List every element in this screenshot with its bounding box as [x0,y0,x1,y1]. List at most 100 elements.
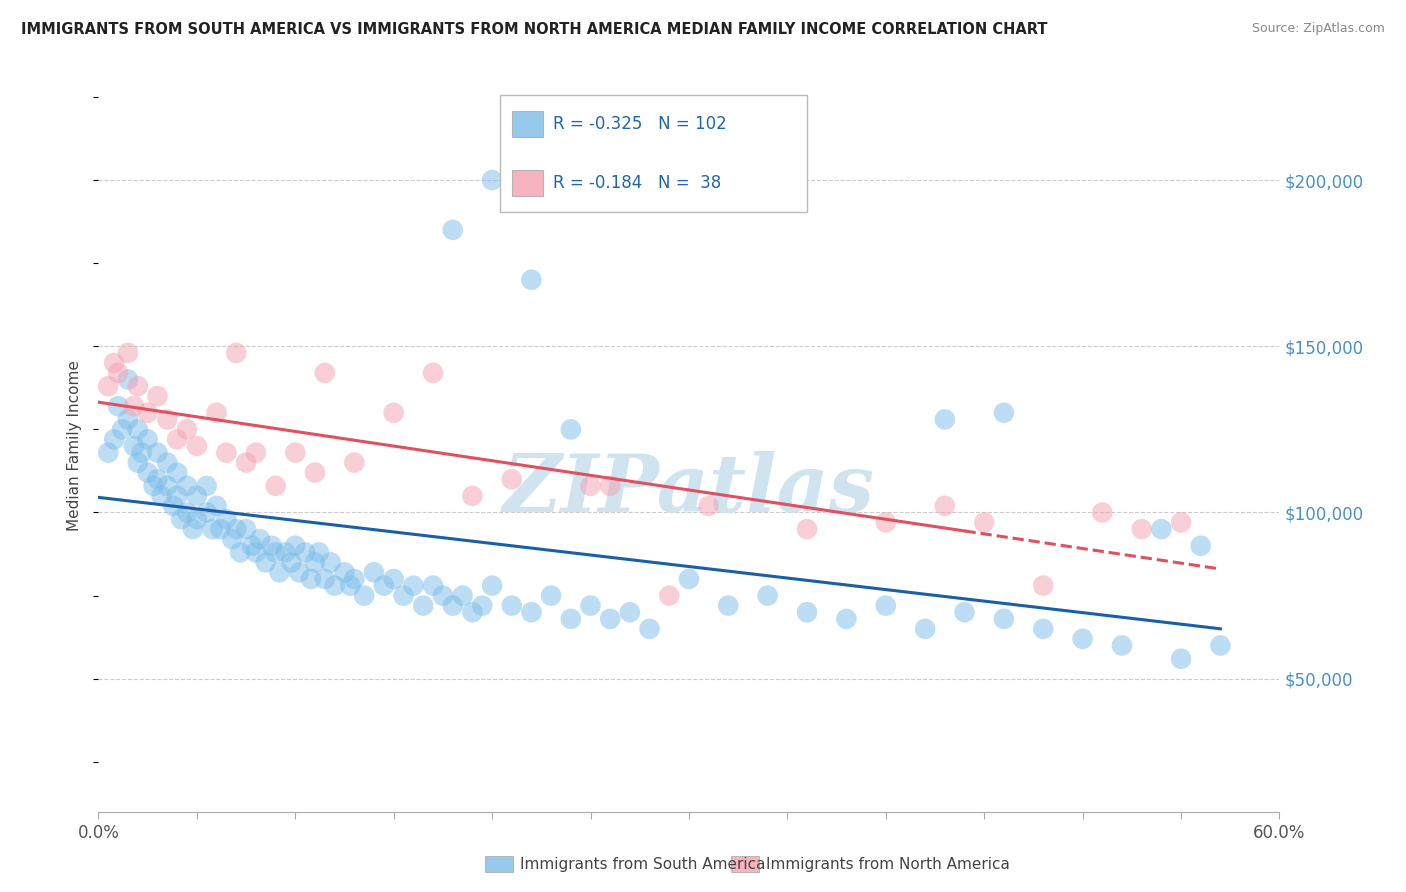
Point [136,466,159,480]
Point [520,605,543,619]
Point [451,589,474,603]
Point [599,612,621,626]
Point [441,223,464,237]
Point [127,422,149,436]
Point [249,532,271,546]
Point [560,422,582,436]
Point [264,545,287,559]
Point [1130,522,1153,536]
Point [461,489,484,503]
Point [186,512,208,526]
Point [471,599,494,613]
Point [402,579,425,593]
Point [432,589,454,603]
Point [181,522,204,536]
Point [229,545,252,559]
Point [756,589,779,603]
Point [235,456,257,470]
Point [481,579,503,593]
Point [131,445,153,459]
Point [953,605,976,619]
Point [117,346,139,360]
Point [170,512,193,526]
Point [308,545,330,559]
Point [162,499,184,513]
Point [520,273,543,287]
Point [1032,579,1054,593]
Point [205,406,228,420]
Point [382,406,405,420]
Point [235,522,257,536]
Point [638,622,661,636]
Point [117,412,139,426]
Text: ZIPatlas: ZIPatlas [503,451,875,529]
Point [146,472,169,486]
Point [973,516,995,530]
Point [382,572,405,586]
Point [501,472,523,486]
Point [501,599,523,613]
Point [245,545,267,559]
Point [294,545,316,559]
Point [678,572,700,586]
Point [156,479,179,493]
Point [280,555,302,569]
Point [176,479,198,493]
Point [209,522,232,536]
Point [299,572,322,586]
Point [254,555,277,569]
Point [993,406,1015,420]
Point [117,372,139,386]
Point [579,479,602,493]
Point [1111,639,1133,653]
Point [166,466,188,480]
Point [717,599,740,613]
Point [221,532,243,546]
Point [146,445,169,459]
Point [107,366,129,380]
Point [97,445,120,459]
Point [875,516,897,530]
Point [156,456,179,470]
Text: IMMIGRANTS FROM SOUTH AMERICA VS IMMIGRANTS FROM NORTH AMERICA MEDIAN FAMILY INC: IMMIGRANTS FROM SOUTH AMERICA VS IMMIGRA… [21,22,1047,37]
Point [103,356,125,370]
Point [215,445,238,459]
Point [481,173,503,187]
Point [314,572,336,586]
Point [422,579,444,593]
Point [1209,639,1232,653]
Point [122,399,145,413]
Point [579,599,602,613]
Point [136,433,159,447]
Point [339,579,361,593]
Point [107,399,129,413]
Point [343,572,366,586]
Point [796,522,818,536]
Point [392,589,415,603]
Point [186,439,208,453]
Point [142,479,165,493]
Point [304,555,326,569]
Point [1150,522,1173,536]
Point [269,566,291,580]
Point [373,579,395,593]
Point [1170,652,1192,666]
Point [875,599,897,613]
Point [697,499,720,513]
Point [122,439,145,453]
Point [441,599,464,613]
Point [540,589,562,603]
Text: R = -0.184   N =  38: R = -0.184 N = 38 [553,174,721,192]
Point [195,506,218,520]
Point [146,389,169,403]
Y-axis label: Median Family Income: Median Family Income [67,360,83,532]
Point [619,605,641,619]
Point [304,466,326,480]
Point [176,422,198,436]
Text: Immigrants from South America: Immigrants from South America [520,857,766,871]
Point [1032,622,1054,636]
Text: Source: ZipAtlas.com: Source: ZipAtlas.com [1251,22,1385,36]
Point [245,445,267,459]
Point [934,412,956,426]
Point [796,605,818,619]
